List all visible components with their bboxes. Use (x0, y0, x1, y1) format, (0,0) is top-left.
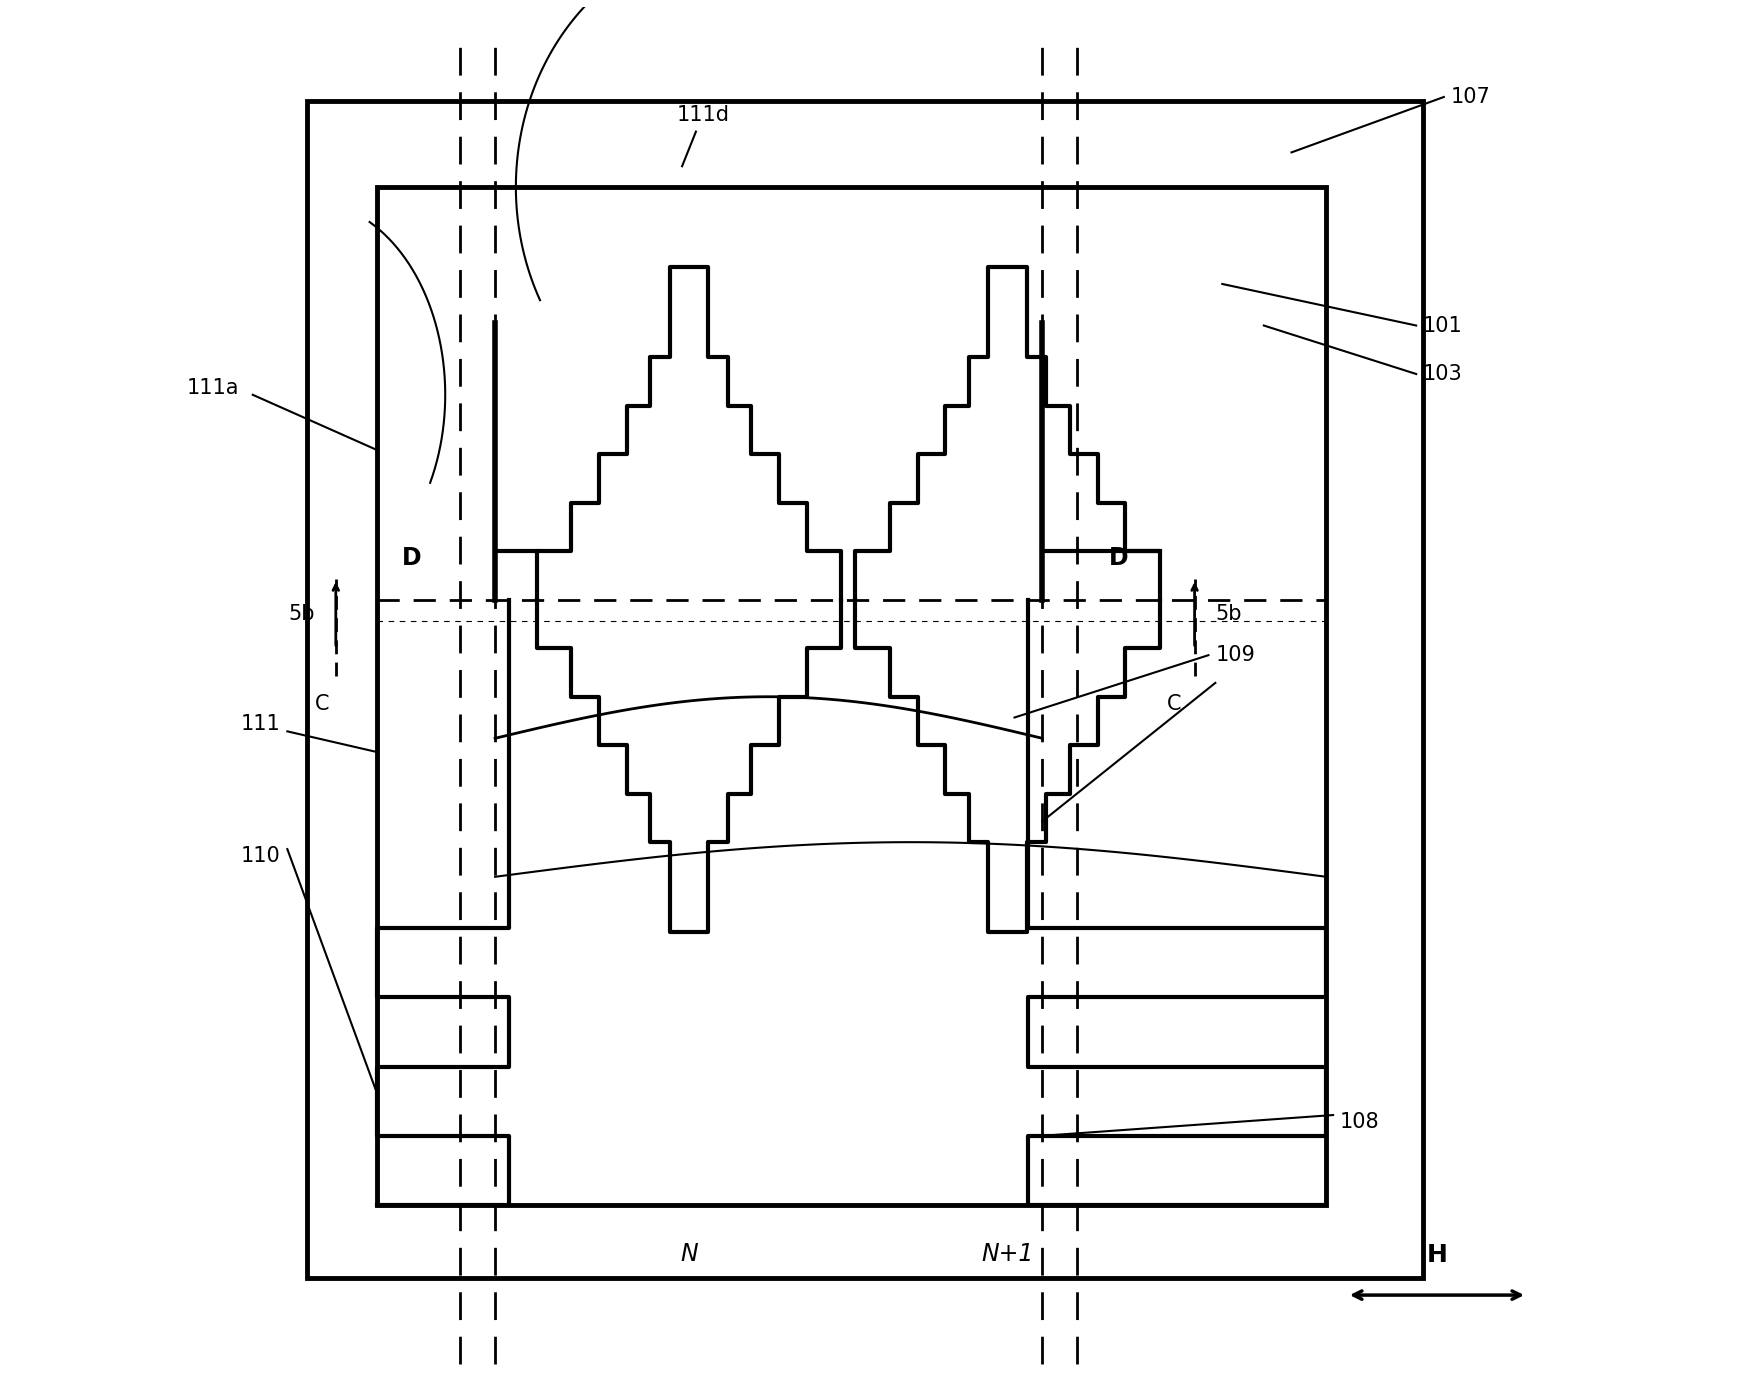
Text: 110: 110 (240, 846, 280, 866)
Text: N+1: N+1 (981, 1241, 1034, 1266)
Text: D: D (1109, 546, 1128, 571)
Text: 111: 111 (240, 715, 280, 734)
Text: 103: 103 (1423, 364, 1463, 383)
Bar (377, 187, 1326, 1205)
Text: 111a: 111a (186, 378, 238, 397)
Text: 101: 101 (1423, 316, 1463, 336)
Text: 108: 108 (1340, 1112, 1379, 1132)
Text: 109: 109 (1216, 645, 1254, 665)
Text: D: D (403, 546, 422, 571)
Text: C: C (1167, 694, 1181, 713)
Text: H: H (1426, 1244, 1447, 1267)
Text: 111d: 111d (676, 105, 729, 125)
Text: C: C (315, 694, 329, 713)
Text: 5b: 5b (289, 603, 315, 624)
Text: 5b: 5b (1216, 603, 1242, 624)
Text: 107: 107 (1451, 87, 1491, 106)
Text: N: N (680, 1241, 697, 1266)
Bar (307, 101, 1423, 1279)
